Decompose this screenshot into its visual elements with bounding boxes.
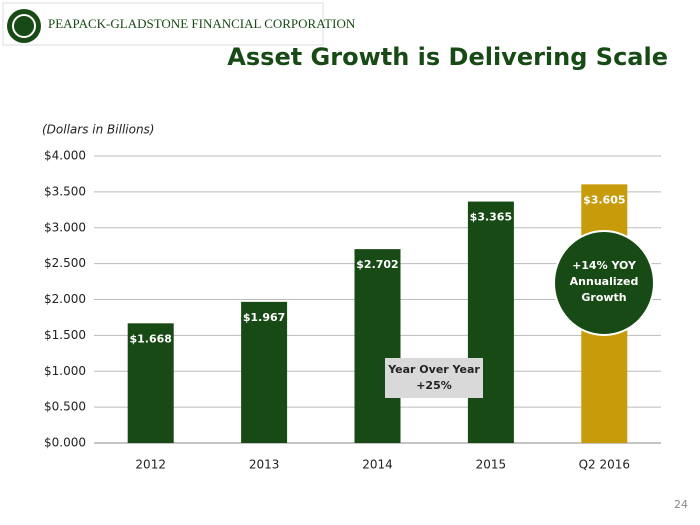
x-tick-label: 2014: [362, 458, 393, 472]
annotation-text: Growth: [581, 291, 626, 304]
y-tick-label: $4.000: [44, 149, 86, 163]
annotation-text: Annualized: [570, 275, 639, 288]
y-tick-label: $1.000: [44, 364, 86, 378]
annotation-text: +25%: [416, 379, 452, 392]
logo-icon-ring: [12, 14, 36, 38]
annotation-ellipse: [553, 230, 655, 336]
y-tick-label: $0.000: [44, 436, 86, 450]
data-label: $2.702: [356, 258, 398, 271]
x-tick-label: 2015: [476, 458, 507, 472]
data-label: $3.365: [470, 211, 512, 224]
y-tick-label: $0.500: [44, 400, 86, 414]
bar: [127, 323, 174, 443]
annotation-box: [385, 358, 483, 398]
data-label: $3.605: [583, 193, 625, 206]
x-tick-label: Q2 2016: [579, 458, 630, 472]
annotation-text: Year Over Year: [387, 363, 480, 376]
data-label: $1.668: [129, 332, 171, 345]
chart-title: Asset Growth is Delivering Scale: [227, 43, 668, 71]
bar: [354, 249, 401, 443]
y-tick-label: $1.500: [44, 328, 86, 342]
page-number: 24: [674, 498, 688, 511]
x-tick-label: 2012: [135, 458, 166, 472]
logo-box: [2, 2, 324, 46]
subtitle: (Dollars in Billions): [42, 123, 155, 137]
company-name: PEAPACK-GLADSTONE FINANCIAL CORPORATION: [48, 16, 356, 31]
bar: [241, 301, 288, 443]
y-tick-label: $2.000: [44, 292, 86, 306]
data-label: $1.967: [243, 311, 285, 324]
x-tick-label: 2013: [249, 458, 280, 472]
logo-icon: [7, 9, 41, 43]
y-tick-label: $2.500: [44, 256, 86, 270]
y-tick-label: $3.500: [44, 184, 86, 198]
y-tick-label: $3.000: [44, 220, 86, 234]
bar: [467, 201, 514, 443]
annotation-text: +14% YOY: [572, 259, 637, 272]
